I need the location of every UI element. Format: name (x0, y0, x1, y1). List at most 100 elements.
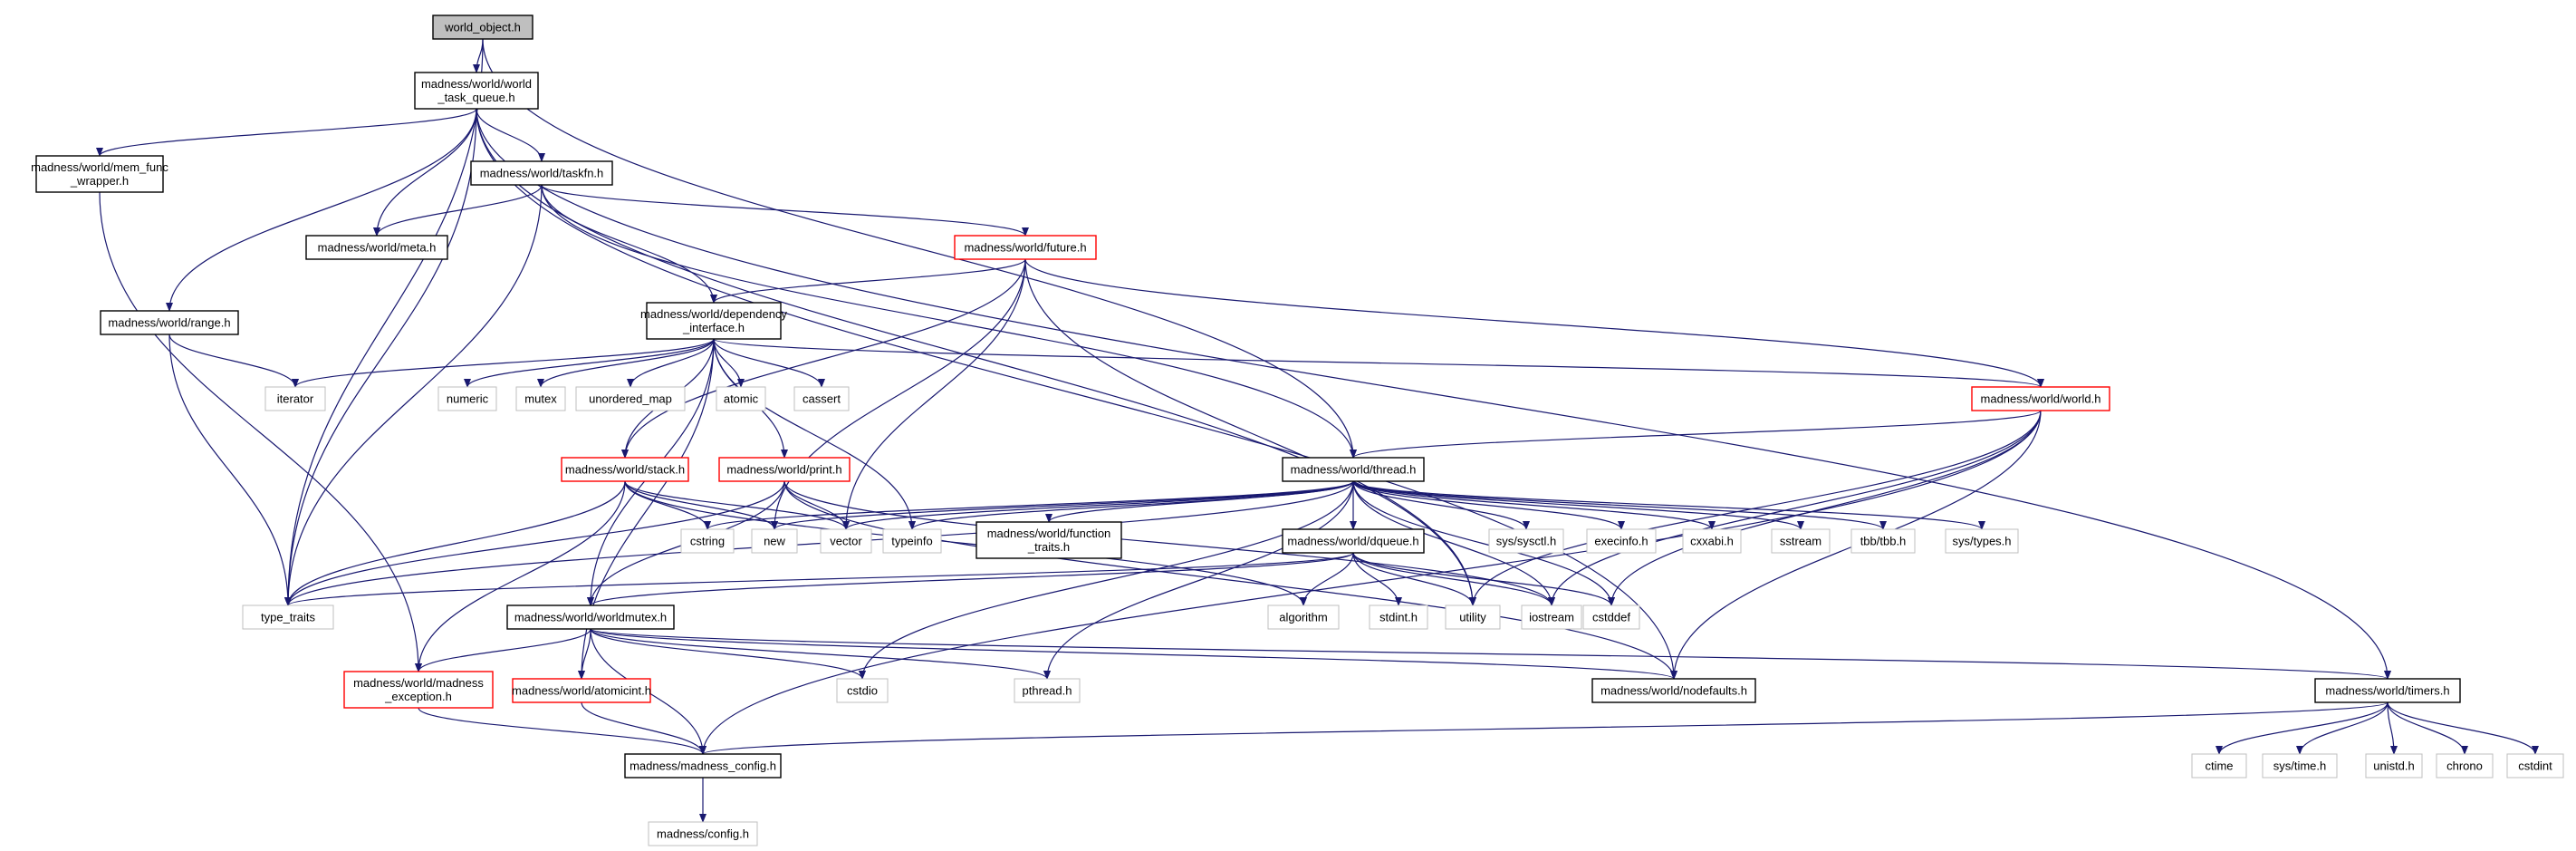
node-stack[interactable]: madness/world/stack.h (561, 457, 689, 482)
node-madness-exception[interactable]: madness/world/madness_exception.h (343, 671, 494, 709)
node-box (100, 310, 239, 335)
node-world-h[interactable]: madness/world/world.h (1971, 386, 2110, 411)
node-dependency[interactable]: madness/world/dependency_interface.h (640, 302, 787, 340)
node-box (242, 604, 334, 630)
node-box (1682, 528, 1742, 554)
edge-dqueue-to-cstddef (1352, 552, 1615, 606)
edge-dqueue-to-stdint (1352, 552, 1402, 606)
node-function-traits[interactable]: madness/world/function_traits.h (976, 521, 1122, 559)
node-algorithm: algorithm (1267, 604, 1340, 630)
edge-thread-to-iostream (1352, 480, 1555, 606)
edge-worldmutex-to-madness_exception (415, 628, 591, 672)
node-label: madness/world/madness (353, 676, 484, 690)
node-execinfo: execinfo.h (1586, 528, 1657, 554)
edge-thread-to-tbb (1352, 480, 1887, 530)
node-box (1586, 528, 1657, 554)
node-box (414, 72, 539, 110)
node-new: new (751, 528, 798, 554)
node-meta[interactable]: madness/world/meta.h (305, 235, 448, 260)
node-print[interactable]: madness/world/print.h (718, 457, 851, 482)
node-box (976, 521, 1122, 559)
edge-thread-to-pthread (1043, 480, 1354, 680)
edge-print-to-iostream (783, 480, 1555, 606)
node-label: atomic (724, 392, 759, 406)
node-timers[interactable]: madness/world/timers.h (2314, 678, 2461, 703)
node-thread[interactable]: madness/world/thread.h (1282, 457, 1425, 482)
node-box (716, 386, 766, 411)
edge-world_h-to-madness_config (699, 410, 2042, 755)
edge-dqueue-to-iostream (1352, 552, 1555, 606)
node-box (575, 386, 686, 411)
node-box (35, 155, 164, 193)
node-label: _task_queue.h (437, 91, 514, 104)
node-box (1521, 604, 1582, 630)
node-type-traits: type_traits (242, 604, 334, 630)
node-box (1014, 678, 1081, 703)
edge-thread-to-new (771, 480, 1354, 530)
edge-dqueue-to-worldmutex (587, 552, 1354, 606)
node-range[interactable]: madness/world/range.h (100, 310, 239, 335)
node-label: madness/world/function (987, 527, 1111, 540)
node-label: execinfo.h (1594, 535, 1648, 548)
node-box (680, 528, 735, 554)
node-nodefaults[interactable]: madness/world/nodefaults.h (1591, 678, 1756, 703)
node-worldmutex[interactable]: madness/world/worldmutex.h (506, 604, 675, 630)
node-iterator: iterator (264, 386, 326, 411)
edge-dependency-to-mutex (537, 338, 715, 388)
node-dqueue[interactable]: madness/world/dqueue.h (1282, 528, 1425, 554)
node-box (882, 528, 942, 554)
edge-world_h-to-cstddef (1608, 410, 2042, 606)
edge-task_queue-to-utility (476, 108, 1476, 606)
node-box (1591, 678, 1756, 703)
node-label: madness/world/nodefaults.h (1600, 684, 1747, 698)
edge-worldmutex-to-timers (590, 628, 2391, 680)
edge-dqueue-to-utility (1352, 552, 1476, 606)
node-mutex: mutex (515, 386, 566, 411)
node-label: unordered_map (589, 392, 672, 406)
node-taskfn[interactable]: madness/world/taskfn.h (470, 160, 613, 186)
node-label: algorithm (1279, 611, 1327, 624)
node-iostream: iostream (1521, 604, 1582, 630)
edge-atomicint-to-madness_config (581, 701, 706, 755)
node-atomicint[interactable]: madness/world/atomicint.h (512, 678, 651, 703)
edges-layer (96, 38, 2539, 823)
node-label: type_traits (261, 611, 315, 624)
node-cstring: cstring (680, 528, 735, 554)
node-label: iostream (1529, 611, 1574, 624)
nodes-layer: world_object.h madness/world/world_task_q… (31, 15, 2564, 846)
node-box (2191, 753, 2247, 778)
edge-task_queue-to-nodefaults (476, 108, 1677, 680)
node-label: _exception.h (384, 690, 452, 703)
node-cstddef: cstddef (1582, 604, 1640, 630)
node-label: new (764, 535, 785, 548)
node-box (1282, 457, 1425, 482)
node-task-queue[interactable]: madness/world/world_task_queue.h (414, 72, 539, 110)
node-box (1282, 528, 1425, 554)
edge-task_queue-to-range (166, 108, 477, 312)
node-label: madness/world/mem_func (31, 160, 168, 174)
edge-timers-to-cstdint (2387, 701, 2539, 755)
node-pthread: pthread.h (1014, 678, 1081, 703)
node-label: cassert (803, 392, 841, 406)
node-future[interactable]: madness/world/future.h (954, 235, 1097, 260)
edge-thread-to-vector (842, 480, 1354, 530)
node-label: utility (1459, 611, 1486, 624)
node-madness-config[interactable]: madness/madness_config.h (624, 753, 782, 778)
node-box (1445, 604, 1501, 630)
edge-stack-to-cstring (624, 480, 711, 530)
node-label: madness/madness_config.h (630, 759, 776, 773)
node-mem-func[interactable]: madness/world/mem_func_wrapper.h (31, 155, 168, 193)
node-box (2506, 753, 2564, 778)
node-chrono: chrono (2436, 753, 2494, 778)
node-label: ctime (2205, 759, 2233, 773)
node-box (836, 678, 889, 703)
node-world-object[interactable]: world_object.h (432, 15, 533, 40)
node-label: madness/world/taskfn.h (480, 167, 604, 180)
node-label: typeinfo (891, 535, 933, 548)
node-ctime: ctime (2191, 753, 2247, 778)
node-box (264, 386, 326, 411)
edge-timers-to-sys_time (2296, 701, 2389, 755)
edge-madness_exception-to-madness_config (418, 707, 706, 755)
node-label: chrono (2446, 759, 2483, 773)
node-label: madness/config.h (657, 827, 749, 841)
